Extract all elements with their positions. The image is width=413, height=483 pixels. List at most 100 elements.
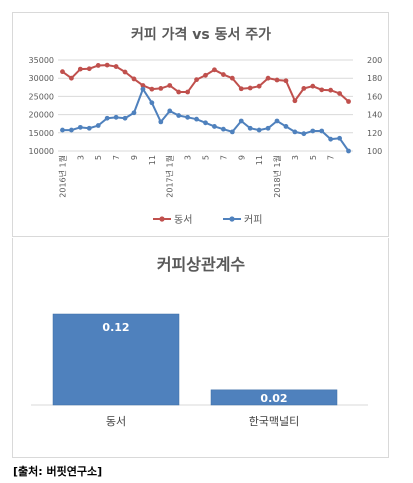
y-left-tick-label: 35000 [29, 56, 54, 65]
y-left-tick-label: 30000 [29, 74, 54, 83]
correlation-panel: 커피상관계수 0.12 동서 0.02 한국맥널티 [12, 238, 389, 458]
x-tick-label: 5 [94, 155, 103, 160]
x-tick-label: 7 [112, 155, 121, 160]
x-tick-label: 2016년 1월 [57, 155, 67, 198]
x-tick-label: 11 [255, 155, 264, 165]
data-point [131, 76, 137, 82]
data-point [256, 83, 262, 89]
data-point [60, 127, 65, 133]
data-point [310, 128, 316, 134]
x-tick-label: 2017년 1월 [165, 155, 175, 198]
legend-marker [229, 216, 235, 222]
x-tick-label: 7 [219, 155, 228, 160]
data-point [167, 108, 173, 114]
y-left-tick-label: 15000 [29, 129, 54, 138]
data-point [292, 98, 298, 104]
data-point [238, 118, 244, 124]
data-point [131, 110, 137, 116]
data-point [212, 67, 217, 73]
data-point [328, 136, 334, 142]
y-right-tick-label: 180 [367, 74, 382, 83]
x-tick-label: 5 [202, 155, 211, 160]
data-point [176, 113, 182, 118]
legend-label: 동서 [174, 214, 192, 226]
data-point [104, 115, 110, 121]
y-right-tick-label: 100 [367, 147, 382, 156]
data-point [229, 75, 235, 81]
data-point [69, 75, 74, 81]
data-point [346, 99, 351, 104]
y-right-tick-label: 160 [367, 92, 382, 101]
data-point [176, 89, 182, 95]
data-point [337, 91, 342, 96]
chart-title: 커피상관계수 [157, 255, 246, 274]
data-point [265, 75, 271, 81]
y-right-tick-label: 120 [367, 129, 382, 138]
data-point [220, 126, 226, 132]
data-label: 0.02 [260, 392, 287, 405]
bar-chart: 커피상관계수 0.12 동서 0.02 한국맥널티 [31, 255, 368, 428]
data-point [95, 123, 101, 128]
data-point [185, 114, 191, 120]
data-point [86, 66, 92, 72]
data-point [113, 114, 119, 120]
source-note: [출처: 버핏연구소] [13, 465, 103, 478]
data-point [140, 86, 146, 92]
bar-2 [210, 389, 338, 406]
data-point [77, 124, 83, 130]
category-label: 동서 [106, 415, 126, 428]
data-point [194, 77, 199, 83]
data-point [212, 124, 217, 129]
data-point [265, 125, 271, 131]
data-point [60, 69, 65, 75]
y-right-tick-label: 200 [367, 56, 382, 65]
data-point [122, 69, 128, 75]
y-left-tick-label: 10000 [29, 147, 54, 156]
data-point [319, 128, 325, 134]
data-label: 0.12 [102, 321, 129, 334]
x-tick-label: 11 [148, 155, 157, 165]
data-point [77, 66, 83, 72]
data-point [95, 63, 101, 68]
data-point [283, 78, 289, 84]
x-tick-label: 9 [237, 155, 246, 160]
data-point [140, 83, 146, 88]
data-point [238, 86, 244, 92]
data-point [194, 116, 199, 122]
data-point [158, 119, 164, 125]
data-point [310, 83, 316, 89]
data-point [328, 87, 334, 93]
data-point [104, 62, 110, 68]
chart-title: 커피 가격 vs 동서 주가 [131, 26, 271, 43]
data-point [113, 64, 119, 69]
data-point [247, 85, 253, 91]
x-tick-label: 3 [184, 155, 193, 160]
x-tick-label: 3 [291, 155, 300, 160]
x-tick-label: 3 [76, 155, 85, 160]
legend-label: 커피 [244, 214, 262, 226]
data-point [203, 72, 208, 78]
data-point [158, 85, 164, 91]
legend-marker [159, 216, 165, 222]
data-point [319, 87, 325, 93]
x-tick-label: 5 [309, 155, 318, 160]
category-label: 한국맥널티 [249, 415, 300, 428]
data-point [229, 129, 235, 135]
data-point [122, 115, 128, 121]
price-comparison-panel: 커피 가격 vs 동서 주가 10000 15000 20000 25000 30000 3… [12, 12, 389, 237]
data-point [346, 148, 351, 154]
data-point [274, 118, 280, 124]
x-tick-label: 2018년 1월 [272, 155, 282, 198]
data-point [247, 125, 253, 131]
data-point [256, 127, 262, 133]
data-point [337, 135, 342, 141]
x-tick-label: 7 [327, 155, 336, 160]
x-tick-label: 9 [130, 155, 139, 160]
data-point [292, 129, 298, 135]
data-point [185, 89, 191, 95]
data-point [86, 125, 92, 131]
data-point [149, 100, 155, 106]
data-point [149, 86, 155, 92]
data-point [301, 85, 307, 91]
data-point [283, 124, 289, 129]
